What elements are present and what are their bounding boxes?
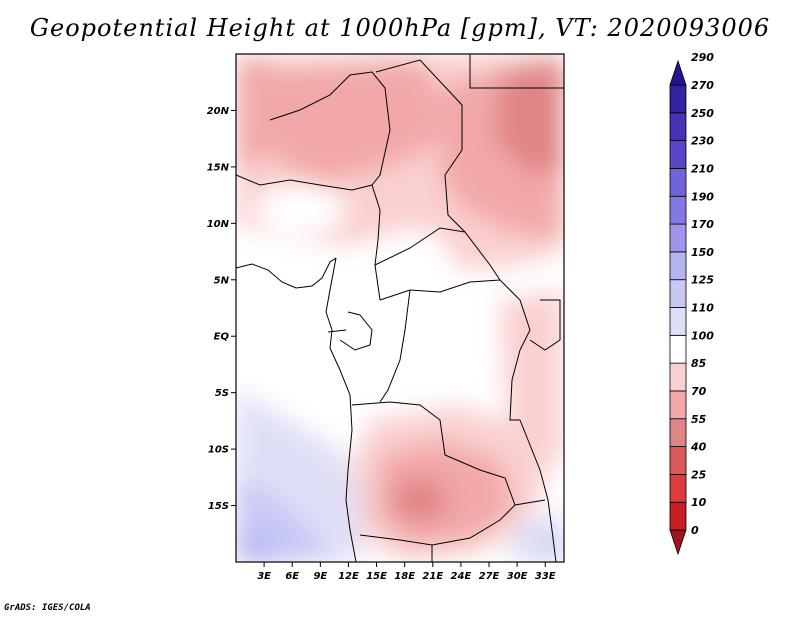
country-borders bbox=[236, 54, 564, 562]
lat-tick-label: 10N bbox=[207, 219, 230, 230]
border-niger-chad bbox=[269, 71, 391, 186]
coastline-gulf-of-guinea bbox=[236, 257, 337, 289]
lat-tick-label: 20N bbox=[207, 106, 230, 117]
lat-tick-label: 15N bbox=[207, 162, 230, 173]
chart-title: Geopotential Height at 1000hPa [gpm], VT… bbox=[29, 14, 771, 42]
coastline-east bbox=[519, 419, 557, 562]
border-drc-east bbox=[509, 329, 531, 421]
colorbar-box bbox=[669, 112, 687, 142]
border-angola-zambia bbox=[351, 401, 516, 506]
colorbar-label: 125 bbox=[691, 274, 714, 287]
lon-tick-label: 30E bbox=[507, 571, 528, 582]
lon-tick-label: 6E bbox=[285, 571, 299, 582]
lat-tick-label: 5N bbox=[214, 275, 230, 286]
colorbar-box bbox=[669, 446, 687, 475]
colorbar-label: 150 bbox=[691, 246, 714, 259]
colorbar-label: 40 bbox=[690, 441, 707, 454]
colorbar-label: 110 bbox=[691, 302, 714, 315]
border-congo bbox=[379, 289, 411, 403]
colorbar-box bbox=[669, 168, 687, 197]
colorbar-box bbox=[669, 390, 687, 420]
border-namibia bbox=[359, 499, 546, 546]
colorbar-label: 85 bbox=[691, 357, 707, 370]
lat-tick-label: 10S bbox=[208, 445, 229, 456]
latitude-axis: 20N 15N 10N 5N EQ 5S 10S 15S bbox=[207, 106, 236, 512]
colorbar-label: 270 bbox=[691, 79, 714, 92]
colorbar-max-triangle bbox=[669, 59, 687, 86]
colorbar-label: 10 bbox=[691, 496, 707, 509]
colorbar-label: 250 bbox=[691, 107, 714, 120]
lon-tick-label: 12E bbox=[338, 571, 359, 582]
lon-tick-label: 18E bbox=[394, 571, 415, 582]
colorbar-label: 0 bbox=[691, 524, 699, 537]
colorbar-label: 210 bbox=[691, 162, 714, 175]
lon-tick-label: 27E bbox=[479, 571, 500, 582]
border-car-north bbox=[374, 227, 466, 266]
colorbar-box bbox=[669, 307, 687, 336]
colorbar-box bbox=[669, 279, 687, 308]
lon-tick-label: 24E bbox=[451, 571, 472, 582]
lat-tick-label: EQ bbox=[214, 332, 230, 343]
lon-tick-label: 9E bbox=[313, 571, 327, 582]
colorbar: 0 10 25 40 55 70 85 100 110 125 150 170 190 210 230 250… bbox=[669, 51, 714, 556]
colorbar-box bbox=[669, 362, 687, 392]
colorbar-label: 170 bbox=[691, 218, 714, 231]
colorbar-label: 290 bbox=[691, 51, 714, 64]
longitude-axis: 3E 6E 9E 12E 15E 18E 21E 24E 27E 30E 33E bbox=[257, 562, 556, 582]
lon-tick-label: 15E bbox=[366, 571, 387, 582]
colorbar-box bbox=[669, 418, 687, 447]
colorbar-box bbox=[669, 501, 687, 531]
colorbar-min-triangle bbox=[669, 529, 687, 556]
colorbar-label: 25 bbox=[691, 468, 707, 481]
border-nigeria bbox=[236, 174, 381, 301]
border-uganda bbox=[529, 299, 561, 351]
colorbar-label: 230 bbox=[691, 135, 714, 148]
border-chad-sudan bbox=[375, 59, 501, 281]
lat-tick-label: 15S bbox=[208, 501, 229, 512]
lat-tick-label: 5S bbox=[215, 388, 229, 399]
lon-tick-label: 3E bbox=[257, 571, 271, 582]
colorbar-box bbox=[669, 334, 687, 364]
colorbar-label: 190 bbox=[691, 190, 714, 203]
border-gabon bbox=[339, 311, 373, 351]
plot-frame bbox=[235, 53, 565, 563]
colorbar-box bbox=[669, 473, 687, 503]
colorbar-box bbox=[669, 251, 687, 281]
colorbar-box bbox=[669, 223, 687, 253]
colorbar-box bbox=[669, 140, 687, 169]
colorbar-box bbox=[669, 195, 687, 225]
colorbar-box bbox=[669, 84, 687, 114]
border-egypt-sudan bbox=[469, 54, 564, 89]
colorbar-label: 70 bbox=[691, 385, 707, 398]
lon-tick-label: 33E bbox=[535, 571, 556, 582]
height-field bbox=[236, 54, 564, 562]
colorbar-label: 100 bbox=[691, 329, 714, 342]
colorbar-label: 55 bbox=[691, 413, 707, 426]
coastline-west-central-africa bbox=[325, 257, 357, 562]
lon-tick-label: 21E bbox=[422, 571, 443, 582]
grads-credit: GrADS: IGES/COLA bbox=[4, 603, 91, 613]
border-eq-guinea bbox=[327, 329, 347, 333]
